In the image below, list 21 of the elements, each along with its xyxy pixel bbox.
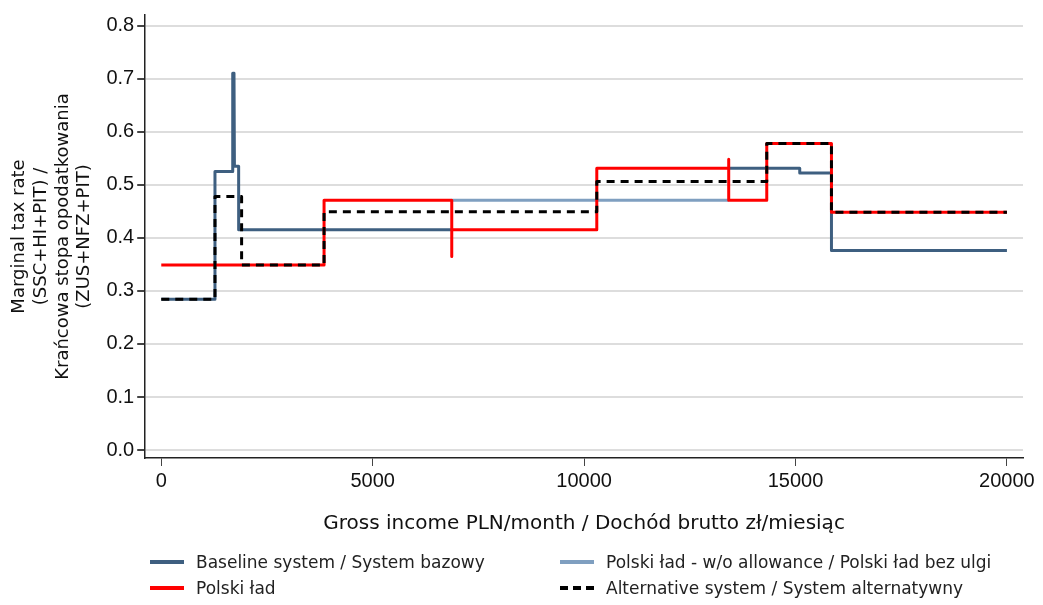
legend-label: Baseline system / System bazowy (196, 552, 485, 572)
x-tick-label: 10000 (556, 468, 612, 491)
line-series (159, 141, 1009, 301)
y-tick-label: 0.0 (106, 437, 135, 460)
x-axis-title: Gross income PLN/month / Dochód brutto zł/miesiąc (323, 510, 845, 535)
x-tick-label: 15000 (767, 468, 824, 491)
legend-label: Polski ład - w/o allowance / Polski ład bez ulgi (606, 552, 992, 572)
y-tick-label: 0.7 (106, 66, 135, 89)
legend-label: Alternative system / System alternatywny (606, 578, 964, 598)
x-tick-label: 5000 (350, 468, 395, 491)
y-tick-label: 0.3 (106, 278, 135, 301)
y-tick-label: 0.5 (106, 172, 135, 195)
y-tick-label: 0.2 (106, 331, 135, 354)
y-tick-label: 0.1 (106, 384, 135, 407)
y-tick-label: 0.8 (106, 13, 135, 36)
y-tick-label: 0.4 (106, 225, 135, 248)
y-axis-title: Marginal tax rate (SSC+HI+PIT) / Krańcowa stopa opodatkowania (ZUS+NFZ+PIT) (7, 93, 94, 380)
x-tick-label: 20000 (979, 468, 1035, 491)
y-tick-label: 0.6 (106, 119, 135, 142)
x-tick-label: 0 (155, 468, 167, 491)
legend-label: Polski ład (196, 578, 276, 598)
